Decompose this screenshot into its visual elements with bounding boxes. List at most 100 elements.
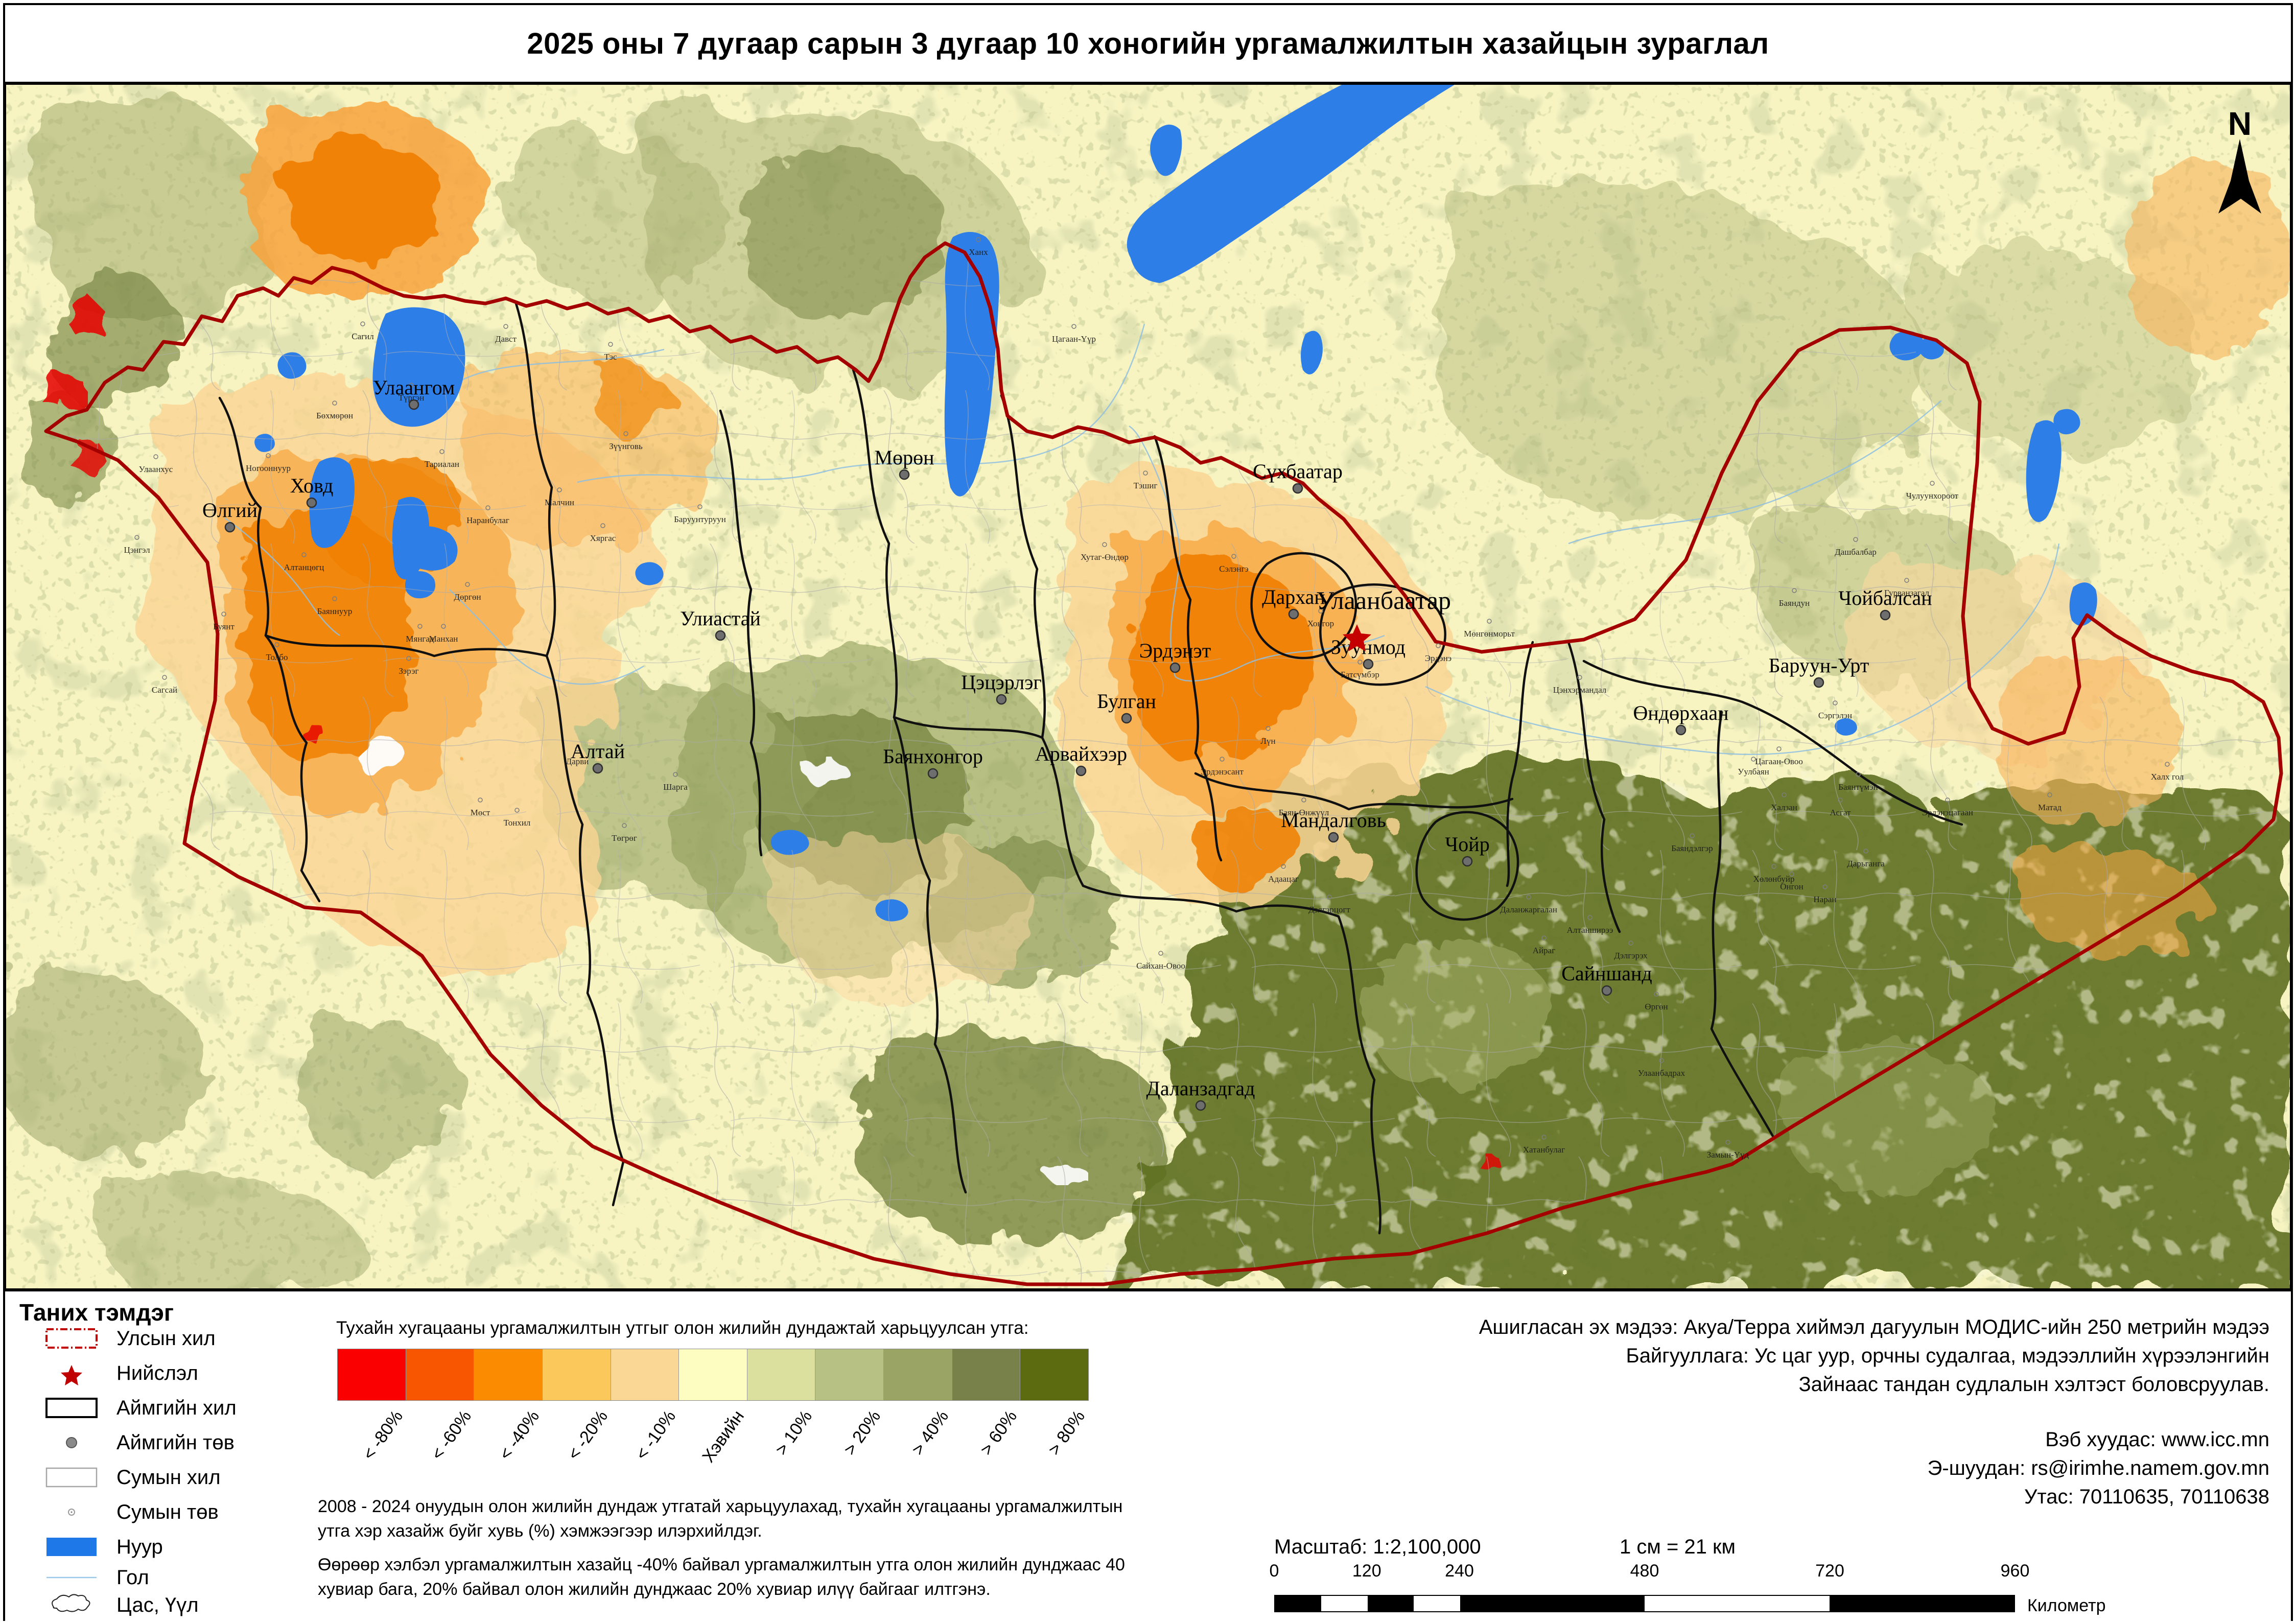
aimag-capital-label: Баруун-Урт	[1769, 654, 1869, 677]
scalebar-tick: 240	[1445, 1561, 1474, 1581]
soum-label: Баяндун	[1779, 598, 1810, 608]
soum-center-marker	[478, 797, 483, 803]
scalebar-bar	[1274, 1595, 2015, 1612]
colorbar-class-1	[406, 1349, 475, 1400]
map-canvas: Сагил Давст Тэс Түргэн Бөхмөрөн Тариалан Наран…	[5, 84, 2291, 1289]
aimag-capital-label: Улаангом	[373, 376, 455, 399]
scale-ratio: Масштаб: 1:2,100,000	[1274, 1536, 1481, 1558]
soum-label: Баяннуур	[317, 606, 353, 616]
capital-star-marker	[1343, 624, 1371, 651]
soum-center-marker	[1654, 992, 1659, 997]
soum-center-marker	[1659, 1058, 1664, 1063]
colorbar-class-9	[952, 1349, 1021, 1400]
soum-center-marker	[1526, 895, 1531, 900]
legend-item-aimag-border: Аймгийн хил	[41, 1393, 237, 1423]
soum-center-marker	[465, 582, 470, 587]
soum-center-marker	[1158, 951, 1163, 956]
soum-label: Тэшиг	[1134, 481, 1158, 490]
scalebar-segment	[1321, 1596, 1368, 1611]
soum-center-marker	[1856, 772, 1861, 777]
soum-center-marker	[600, 523, 605, 528]
aimag-border-swatch	[45, 1398, 98, 1418]
colorbar-class-3	[542, 1349, 611, 1400]
aimag-capital-label: Алтай	[571, 740, 625, 763]
soum-label: Замын-Үүд	[1707, 1150, 1749, 1160]
soum-center-marker	[406, 656, 411, 661]
colorbar-class-0	[338, 1349, 406, 1400]
country-border-swatch	[45, 1328, 98, 1349]
soum-label: Зэрэг	[399, 666, 418, 676]
legend-item-snow-cloud: Цас, Үүл	[41, 1590, 199, 1620]
scalebar-segment	[1829, 1596, 2014, 1611]
soum-center-marker	[1577, 675, 1582, 680]
soum-label: Тонхил	[504, 818, 531, 828]
soum-center-marker	[221, 611, 226, 617]
aimag-capital-label: Эрдэнэт	[1139, 639, 1211, 662]
snow-cloud-icon	[52, 1594, 90, 1612]
aimag-capital-label: Дархан	[1262, 585, 1325, 608]
soum-center-marker	[1231, 554, 1236, 559]
soum-label: Айраг	[1533, 946, 1555, 955]
credit-email: Э-шуудан: rs@irimhe.namem.gov.mn	[1927, 1457, 2269, 1479]
soum-label: Чулуунхороот	[1906, 491, 1959, 501]
soum-center-marker	[2165, 762, 2170, 767]
soum-label: Улаанхус	[139, 464, 173, 474]
colorbar-class-4	[611, 1349, 680, 1400]
aimag-center-marker	[1075, 765, 1087, 776]
soum-label: Хөлөнбуйр	[1753, 874, 1795, 884]
soum-center-marker	[514, 808, 520, 813]
colorbar-caption: Тухайн хугацааны ургамалжилтын утгыг оло…	[336, 1318, 1029, 1338]
colorbar-class-8	[884, 1349, 952, 1400]
soum-center-marker	[1930, 481, 1935, 486]
soum-label: Лүн	[1260, 736, 1275, 746]
colorbar-note-1: 2008 - 2024 онуудын олон жилийн дундаж у…	[318, 1497, 1123, 1541]
soum-center-marker	[1792, 588, 1797, 593]
soum-center-marker	[1487, 619, 1492, 624]
legend-item-river: Гол	[41, 1562, 149, 1593]
scalebar-segment	[1414, 1596, 1460, 1611]
soum-label: Онгон	[1780, 882, 1803, 891]
aimag-capital-label: Өндөрхаан	[1633, 701, 1728, 724]
legend-item-capital: Нийслэл	[41, 1358, 198, 1388]
soum-center-marker	[1833, 700, 1838, 705]
page-title: 2025 оны 7 дугаар сарын 3 дугаар 10 хоно…	[527, 27, 1769, 60]
soum-label: Мянгад	[406, 634, 434, 644]
aimag-center-marker	[1328, 832, 1339, 843]
soum-center-marker	[153, 454, 158, 459]
soum-center-marker	[1853, 537, 1858, 542]
soum-label: Цагаан-Овоо	[1755, 757, 1803, 766]
legend-item-country-border: Улсын хил	[41, 1323, 216, 1354]
soum-label: Наран	[1814, 895, 1837, 904]
soum-label: Дөргөн	[454, 592, 481, 602]
colorbar-note-2: Өөрөөр хэлбэл ургамалжилтын хазайц -40% …	[318, 1555, 1125, 1599]
aimag-center-marker	[224, 522, 236, 533]
aimag-center-marker	[592, 763, 603, 774]
aimag-capital-label: Даланзадгад	[1146, 1077, 1255, 1100]
soum-center-marker	[1102, 542, 1107, 547]
soum-label: Эрдэнэцагаан	[1922, 808, 1973, 817]
legend-header: Таних тэмдэг	[19, 1299, 174, 1326]
legend-item-aimag-center: Аймгийн төв	[41, 1427, 235, 1458]
aimag-capital-label: Зуунмод	[1331, 636, 1405, 658]
aimag-center-marker	[996, 694, 1007, 705]
colorbar-class-6	[747, 1349, 816, 1400]
legend-item-soum-border: Сумын хил	[41, 1462, 221, 1493]
aimag-center-marker	[1195, 1100, 1206, 1111]
soum-center-marker	[162, 675, 167, 680]
soum-label: Сэргэлэн	[1818, 711, 1852, 720]
title-bar: 2025 оны 7 дугаар сарын 3 дугаар 10 хоно…	[5, 5, 2291, 84]
soum-center-marker	[1071, 324, 1076, 329]
soum-center-marker	[485, 505, 490, 510]
aimag-center-marker	[1363, 658, 1374, 670]
north-label: N	[2228, 105, 2252, 142]
soum-center-marker	[274, 642, 279, 647]
aimag-center-marker	[1462, 856, 1473, 867]
soum-center-marker	[697, 504, 702, 509]
soum-center-marker	[1318, 608, 1323, 614]
soum-center-marker	[266, 453, 271, 458]
soum-label: Баянтүмэн	[1838, 782, 1878, 792]
soum-label: Гурванзагал	[1884, 588, 1930, 598]
soum-label: Тариалан	[425, 459, 459, 469]
soum-label: Мөнгөнморьт	[1464, 629, 1515, 639]
soum-center-marker	[557, 487, 562, 492]
